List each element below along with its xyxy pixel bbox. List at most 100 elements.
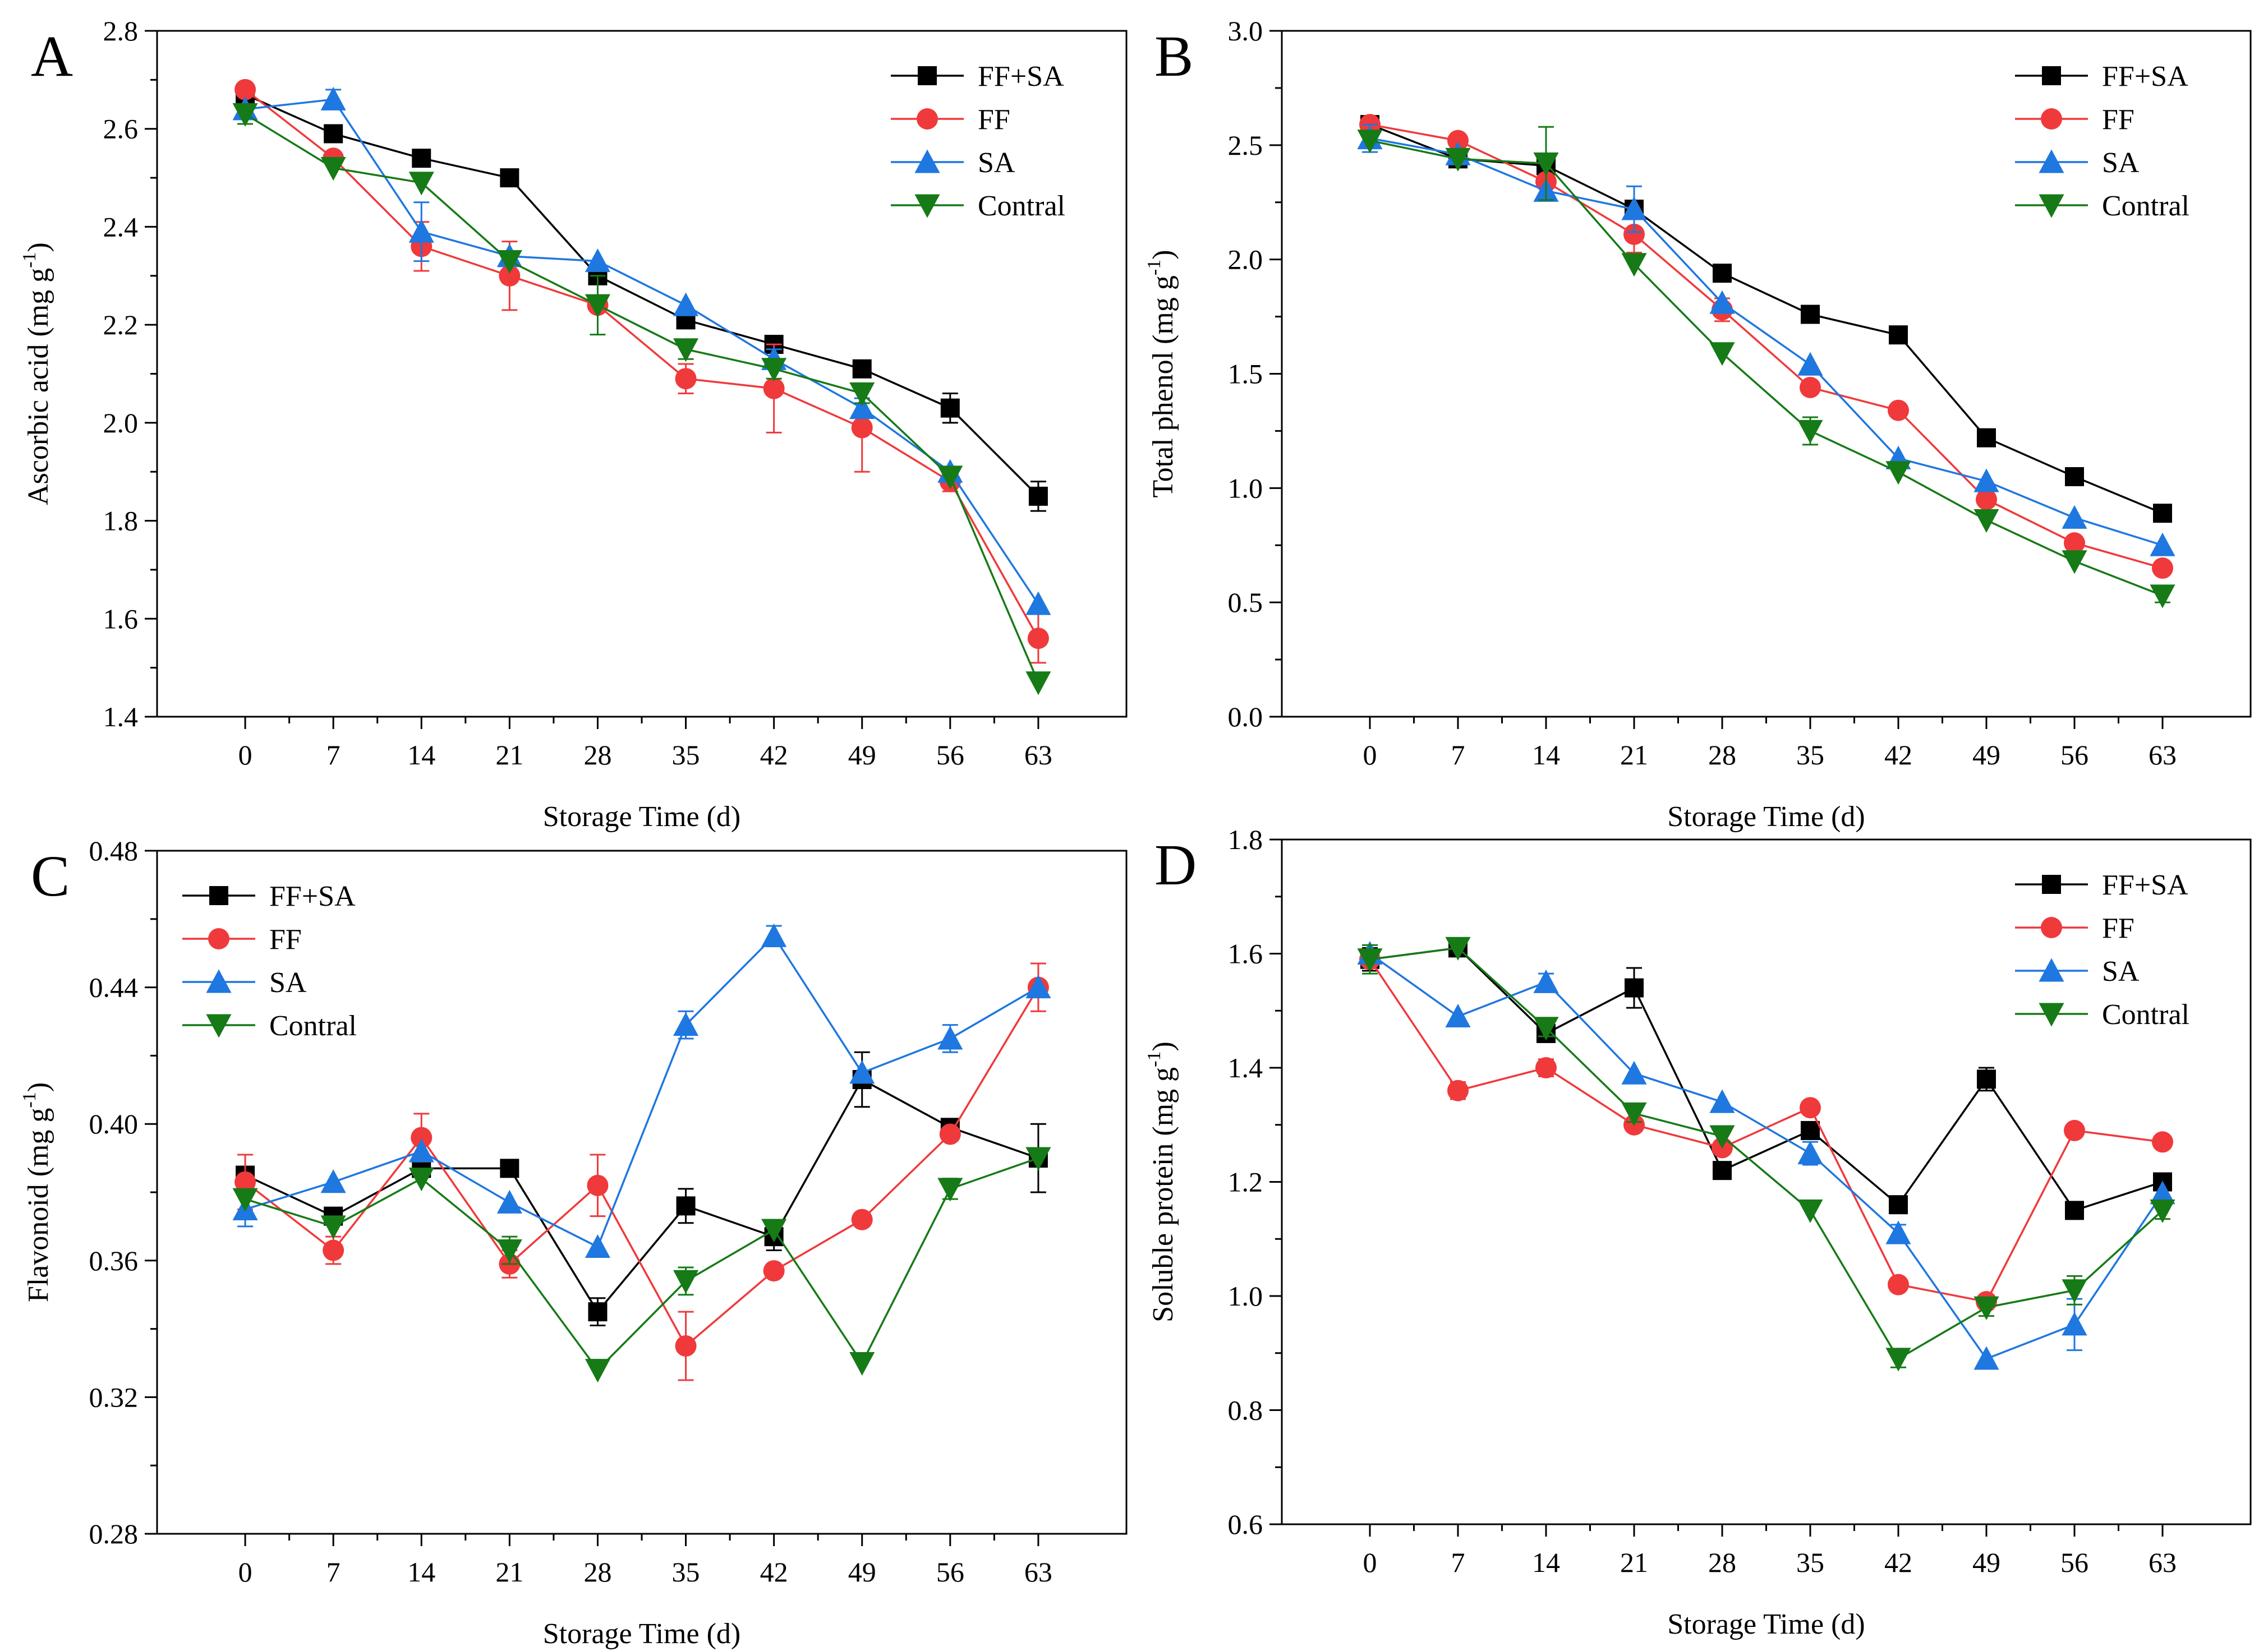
panel-c-y-tick-label: 0.32 — [89, 1381, 139, 1413]
panel-c-y-axis-title: Flavonoid (mg g-1) — [19, 1082, 54, 1302]
panel-c-x-tick-label: 35 — [672, 1556, 700, 1588]
panel-b-ff-sa-point — [1713, 264, 1732, 283]
panel-c-legend-sa-marker — [206, 969, 232, 993]
panel-d-x-tick-label: 35 — [1796, 1547, 1824, 1578]
panel-a-legend-ff-sa-label: FF+SA — [978, 61, 1064, 93]
panel-a-ff-point — [499, 265, 521, 287]
panel-c-sa-point — [937, 1026, 963, 1050]
panel-b-ff-sa-point — [1801, 305, 1820, 324]
panel-b-sa-point — [1621, 196, 1647, 220]
panel-c-ff-sa-point — [500, 1159, 519, 1178]
panel-c-series-ff — [234, 962, 1049, 1381]
panel-d-legend-contral-label: Contral — [2102, 999, 2189, 1031]
panel-c-y-axis-title-close: ) — [22, 1082, 54, 1092]
panel-b-x-tick-label: 21 — [1620, 739, 1648, 771]
panel-a-contral-point — [585, 294, 611, 318]
panel-d-ff-point — [1447, 1080, 1469, 1101]
panel-d-ff-sa-point — [1713, 1161, 1732, 1180]
panel-b-legend: FF+SA FF SA Contral — [2015, 61, 2189, 222]
panel-a-sa-line — [245, 98, 1039, 605]
panel-d-contral-point — [1973, 1296, 1999, 1320]
panel-b-y-tick-label: 3.0 — [1228, 15, 1263, 47]
panel-a-legend: FF+SA FF SA Contral — [891, 61, 1065, 222]
panel-c-ff-point — [851, 1209, 873, 1230]
panel-c-x-tick-label: 42 — [760, 1556, 788, 1588]
panel-d-soluble-protein: D 0.6 0.8 1.0 1.2 1.4 1.6 1.8 0 7 14 21 28 35 42 49 56 63… — [1144, 824, 2252, 1640]
panel-a-ff-sa-point — [852, 359, 872, 379]
panel-d-legend-contral-marker — [2039, 1003, 2064, 1027]
panel-b-contral-point — [1357, 130, 1383, 154]
panel-a-contral-point — [408, 172, 434, 196]
panel-c-x-tick-label: 7 — [326, 1556, 341, 1588]
panel-a-sa-point — [1025, 591, 1051, 615]
panel-d-y-axis-title-base: Soluble protein (mg g — [1147, 1067, 1179, 1322]
panel-c-sa-point — [673, 1012, 699, 1036]
panel-b-ff-sa-point — [1977, 428, 1996, 448]
panel-b-x-axis-title: Storage Time (d) — [1667, 801, 1865, 833]
panel-c-y-tick-label: 0.48 — [89, 835, 139, 866]
panel-a-ff-sa-point — [412, 149, 431, 168]
panel-a-legend-contral-label: Contral — [978, 190, 1065, 222]
panel-b-y-tick-label: 1.0 — [1228, 472, 1263, 504]
panel-b-sa-point — [2150, 532, 2175, 556]
panel-c-y-axis-title-sup: -1 — [19, 1092, 40, 1108]
panel-d-sa-point — [1445, 1003, 1471, 1027]
panel-d-y-tick-label: 1.8 — [1228, 824, 1263, 855]
panel-c-contral-point — [320, 1215, 346, 1239]
panel-c-x-tick-label: 49 — [848, 1556, 876, 1588]
panel-b-sa-line — [1369, 137, 2163, 546]
panel-b-x-tick-label: 63 — [2149, 739, 2177, 771]
panel-a-y-axis-title-base: Ascorbic acid (mg g — [22, 268, 54, 505]
panel-a-ff-point — [851, 417, 873, 439]
panel-b-x-tick-label: 56 — [2060, 739, 2088, 771]
panel-a-y-tick-label: 1.8 — [103, 505, 139, 537]
panel-c-ff-point — [323, 1239, 344, 1261]
panel-c-y-tick-label: 0.28 — [89, 1518, 139, 1549]
panel-c-sa-point — [849, 1060, 875, 1084]
panel-d-sa-line — [1369, 953, 2164, 1361]
panel-d-sa-point — [1533, 969, 1559, 993]
panel-d-legend-ff-marker — [2041, 917, 2062, 938]
panel-a-y-axis-title-sup: -1 — [19, 252, 40, 268]
panel-d-legend-ff-label: FF — [2102, 912, 2134, 944]
panel-c-y-tick-label: 0.44 — [89, 972, 139, 1003]
panel-a-ff-point — [675, 368, 697, 390]
panel-c-contral-point — [1025, 1147, 1051, 1171]
panel-c-legend-contral-marker — [206, 1014, 232, 1038]
panel-a-ff-sa-point — [940, 398, 960, 418]
panel-b-y-axis-title-base: Total phenol (mg g — [1147, 275, 1179, 497]
panel-a-y-tick-label: 2.8 — [103, 15, 139, 47]
panel-a-sa-point — [408, 219, 434, 243]
panel-b-ff-sa-point — [2065, 467, 2084, 486]
panel-d-contral-point — [1621, 1102, 1647, 1126]
panel-b-contral-point — [2150, 584, 2175, 608]
panel-d-legend: FF+SA FF SA Contral — [2015, 869, 2189, 1031]
panel-c-contral-point — [496, 1239, 522, 1263]
panel-b-legend-ff-label: FF — [2102, 104, 2134, 136]
panel-b-ff-sa-line — [1369, 123, 2163, 514]
panel-b-sa-point — [1797, 352, 1823, 376]
panel-c-ff-line — [245, 986, 1039, 1348]
panel-a-x-tick-label: 49 — [848, 739, 876, 771]
panel-d-contral-point — [1533, 1017, 1559, 1041]
panel-b-legend-contral-label: Contral — [2102, 190, 2189, 222]
panel-d-ff-sa-point — [1625, 978, 1644, 998]
panel-a-contral-point — [849, 382, 875, 406]
panel-c-ff-point — [587, 1174, 609, 1196]
panel-d-x-tick-label: 28 — [1708, 1547, 1736, 1578]
panel-b-contral-point — [1533, 152, 1559, 176]
panel-c-legend-ff-sa-marker — [209, 886, 228, 905]
panel-c-y-axis-title-base: Flavonoid (mg g — [22, 1108, 54, 1302]
panel-c-sa-point — [761, 923, 787, 947]
panel-d-contral-point — [1885, 1348, 1911, 1372]
panel-d-x-axis-title: Storage Time (d) — [1667, 1608, 1865, 1640]
panel-d-legend-sa-marker — [2039, 958, 2064, 982]
panel-d-contral-line — [1369, 947, 2164, 1361]
panel-c-ff-sa-line — [245, 1078, 1039, 1314]
panel-c-sa-point — [320, 1169, 346, 1193]
panel-b-x-tick-label: 0 — [1363, 739, 1377, 771]
panel-b-legend-contral-marker — [2039, 194, 2064, 218]
panel-d-letter: D — [1154, 833, 1197, 897]
